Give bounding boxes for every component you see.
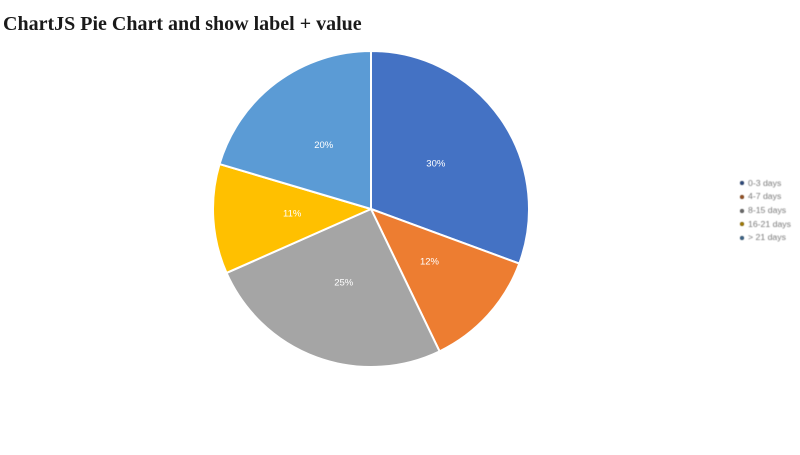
svg-text:20%: 20% <box>314 140 334 151</box>
svg-text:25%: 25% <box>334 278 354 289</box>
svg-text:12%: 12% <box>420 257 440 268</box>
svg-text:11%: 11% <box>283 209 302 220</box>
svg-text:30%: 30% <box>426 158 446 169</box>
